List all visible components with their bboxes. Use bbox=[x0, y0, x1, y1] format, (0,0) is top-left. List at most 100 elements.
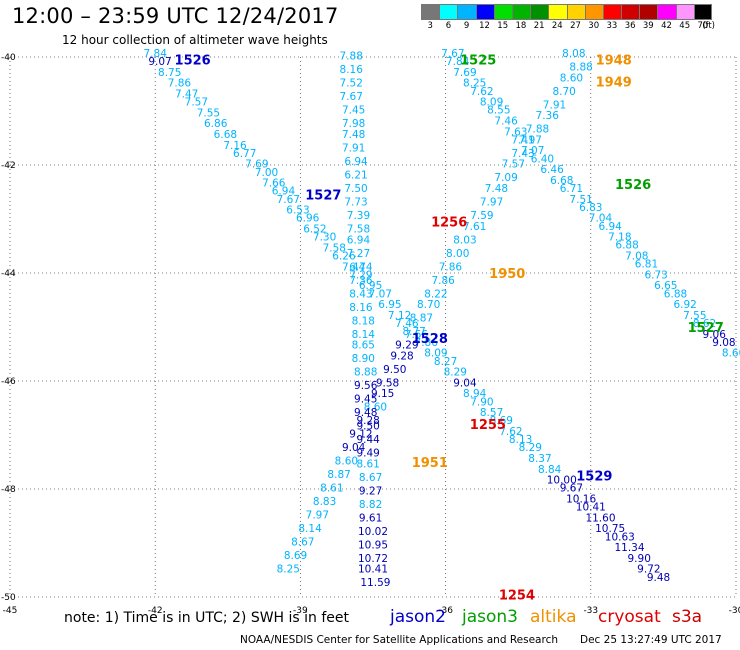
swh-value: 9.28 bbox=[356, 415, 379, 427]
swh-value: 9.90 bbox=[628, 553, 651, 565]
swh-value: 6.81 bbox=[635, 259, 658, 271]
color-scale-swatch bbox=[530, 4, 549, 20]
swh-value: 7.46 bbox=[494, 116, 518, 128]
swh-value: 8.43 bbox=[349, 288, 372, 300]
swh-value: 7.47 bbox=[175, 89, 198, 101]
swh-value: 6.26 bbox=[332, 251, 356, 263]
swh-value: 7.86 bbox=[439, 261, 463, 273]
legend-altika: altika bbox=[530, 607, 577, 627]
swh-value: 9.04 bbox=[453, 377, 477, 389]
swh-value: 6.52 bbox=[303, 224, 326, 236]
swh-value: 6.68 bbox=[550, 175, 573, 187]
swh-value: 10.63 bbox=[605, 531, 635, 543]
swh-value: 8.08 bbox=[562, 48, 585, 60]
swh-value: 7.67 bbox=[340, 91, 363, 103]
swh-value: 11.59 bbox=[360, 577, 390, 589]
swh-value: 7.48 bbox=[342, 129, 365, 141]
swh-value: 9.48 bbox=[354, 407, 377, 419]
swh-value: 8.88 bbox=[569, 62, 592, 74]
swh-value: 6.73 bbox=[644, 269, 667, 281]
swh-value: 7.67 bbox=[277, 194, 300, 206]
swh-value: 7.98 bbox=[342, 118, 365, 130]
swh-value: 7.58 bbox=[323, 242, 346, 254]
swh-value: 7.66 bbox=[262, 178, 286, 190]
pass-time-label: 1256 bbox=[431, 216, 467, 231]
swh-value: 8.14 bbox=[352, 329, 376, 341]
swh-value: 7.88 bbox=[526, 124, 549, 136]
swh-value: 8.13 bbox=[509, 434, 532, 446]
swh-value: 8.65 bbox=[352, 340, 375, 352]
swh-value: 6.88 bbox=[615, 240, 638, 252]
swh-value: 7.55 bbox=[197, 107, 220, 119]
swh-value: 7.30 bbox=[313, 232, 336, 244]
lon-tick-label: -42 bbox=[148, 606, 163, 616]
lat-tick-label: -44 bbox=[1, 269, 16, 279]
color-scale-swatch bbox=[639, 4, 658, 20]
swh-value: 7.86 bbox=[415, 337, 439, 349]
swh-value: 9.27 bbox=[359, 485, 382, 497]
color-scale-label: 39 bbox=[642, 21, 654, 31]
swh-value: 7.69 bbox=[453, 67, 476, 79]
swh-value: 7.69 bbox=[245, 159, 268, 171]
swh-value: 6.68 bbox=[214, 129, 237, 141]
swh-value: 8.61 bbox=[356, 458, 379, 470]
pass-time-label: 1529 bbox=[576, 470, 612, 485]
swh-value: 6.21 bbox=[344, 170, 367, 182]
swh-value: 7.07 bbox=[521, 145, 544, 157]
swh-value: 6.88 bbox=[664, 288, 687, 300]
pass-time-label: 1526 bbox=[615, 178, 651, 193]
swh-value: 6.77 bbox=[233, 148, 256, 160]
color-scale-label: 21 bbox=[533, 21, 545, 31]
swh-value: 11.34 bbox=[614, 542, 644, 554]
footer-note: note: 1) Time is in UTC; 2) SWH is in fe… bbox=[64, 610, 350, 626]
swh-value: 7.08 bbox=[625, 251, 648, 263]
swh-value: 9.48 bbox=[647, 572, 670, 584]
swh-value: 9.45 bbox=[354, 394, 377, 406]
swh-value: 7.91 bbox=[342, 143, 365, 155]
swh-value: 10.41 bbox=[576, 502, 606, 514]
swh-value: 9.50 bbox=[383, 364, 406, 376]
timestamp-text: Dec 25 13:27:49 UTC 2017 bbox=[580, 634, 722, 646]
swh-value: 9.50 bbox=[356, 421, 379, 433]
swh-value: 7.88 bbox=[340, 51, 363, 63]
lat-tick-label: -48 bbox=[1, 485, 16, 495]
swh-value: 8.60 bbox=[335, 456, 358, 468]
swh-value: 8.18 bbox=[352, 315, 375, 327]
swh-value: 7.67 bbox=[441, 48, 464, 60]
color-scale-swatch bbox=[621, 4, 640, 20]
color-scale-label: 33 bbox=[606, 21, 618, 31]
lat-tick-label: -50 bbox=[1, 593, 16, 603]
pass-time-label: 1950 bbox=[489, 267, 525, 282]
swh-value: 7.04 bbox=[589, 213, 613, 225]
swh-value: 8.67 bbox=[359, 472, 382, 484]
swh-value: 7.58 bbox=[347, 224, 370, 236]
color-scale-unit: (ft) bbox=[702, 21, 715, 31]
pass-time-label: 1948 bbox=[596, 54, 632, 69]
swh-value: 9.15 bbox=[371, 388, 394, 400]
pass-time-label: 1525 bbox=[460, 54, 496, 69]
swh-value: 7.12 bbox=[388, 310, 411, 322]
swh-value: 10.75 bbox=[595, 523, 625, 535]
swh-value: 7.41 bbox=[511, 134, 534, 146]
swh-value: 8.87 bbox=[410, 313, 433, 325]
color-scale-swatch bbox=[693, 4, 712, 20]
swh-value: 7.84 bbox=[144, 48, 168, 60]
swh-value: 8.16 bbox=[340, 64, 364, 76]
swh-value: 9.58 bbox=[376, 377, 399, 389]
color-scale-swatch bbox=[566, 4, 585, 20]
swh-value: 8.67 bbox=[291, 537, 314, 549]
swh-value: 9.06 bbox=[703, 329, 727, 341]
lat-tick-label: -42 bbox=[1, 161, 16, 171]
swh-value: 8.69 bbox=[284, 550, 307, 562]
swh-value: 8.60 bbox=[722, 348, 740, 360]
color-scale-label: 70 bbox=[697, 21, 709, 31]
swh-value: 7.73 bbox=[344, 197, 367, 209]
swh-value: 8.90 bbox=[352, 353, 375, 365]
swh-value: 7.09 bbox=[494, 172, 517, 184]
swh-value: 7.48 bbox=[485, 183, 508, 195]
lon-tick-label: -39 bbox=[293, 606, 308, 616]
swh-value: 7.62 bbox=[470, 86, 493, 98]
swh-value: 8.77 bbox=[402, 326, 425, 338]
pass-time-label: 1255 bbox=[470, 418, 506, 433]
